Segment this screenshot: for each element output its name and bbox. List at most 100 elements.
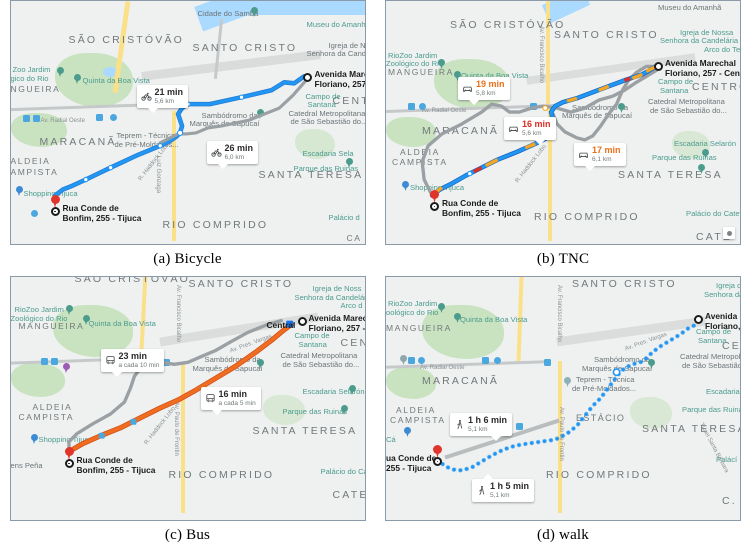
origin-pin[interactable]: [64, 447, 74, 460]
transit-icon: [419, 103, 426, 110]
route-info-bubble[interactable]: 16 min 5,6 km: [504, 117, 556, 145]
route-duration: 1 h 5 min: [490, 480, 530, 491]
park-quinta: [422, 305, 504, 359]
origin-marker[interactable]: [64, 459, 74, 468]
route-distance: 6,0 km: [224, 153, 245, 161]
bubble-tail: [146, 107, 159, 113]
map-canvas: SÃO CRISTÓVÃO SANTO CRISTO SANTA TERESA …: [10, 277, 365, 520]
park-area: [630, 397, 672, 429]
park-area: [386, 117, 436, 147]
route-info-bubble[interactable]: 1 h 6 min 5,1 km: [450, 413, 513, 441]
transit-icon: [482, 357, 489, 364]
route-duration: 23 min: [118, 350, 148, 361]
park-area: [10, 363, 65, 397]
transit-icon: [95, 114, 103, 121]
poi-marker-icon: [62, 363, 70, 373]
route-duration: 1 h 6 min: [468, 414, 508, 425]
car-icon: [578, 147, 589, 158]
route-info-bubble[interactable]: 21 min 5,6 km: [136, 85, 189, 113]
route-frequency: a cada 10 min: [118, 361, 160, 369]
panel-caption: (b) TNC: [536, 251, 590, 267]
route-info-bubble[interactable]: 26 min 6,0 km: [206, 141, 259, 169]
route-overlay: [65, 318, 294, 455]
route-frequency: a cada 5 min: [218, 399, 256, 407]
map-tnc[interactable]: SÃO CRISTÓVÃO SANTO CRISTO MARACANÃ SANT…: [385, 0, 741, 245]
origin-marker[interactable]: [433, 457, 442, 466]
map-walk[interactable]: SANTO CRISTO MARACANÃ SANTA TERESA RIO C…: [385, 276, 741, 521]
route-info-bubble[interactable]: 1 h 5 min 5,1 km: [472, 474, 535, 502]
destination-marker[interactable]: [297, 317, 307, 326]
origin-marker[interactable]: [430, 202, 439, 211]
bubble-tail: [533, 139, 546, 145]
car-icon: [462, 81, 473, 92]
route-overlay: [435, 322, 699, 473]
poi-marker-icon: [564, 377, 571, 387]
origin-pin[interactable]: [50, 195, 60, 208]
road-arterial: [171, 111, 176, 241]
park-area: [262, 395, 305, 425]
transit-icon: [22, 115, 30, 122]
poi-marker-icon: [348, 385, 356, 395]
bus-icon: [205, 391, 216, 402]
bubble-tail: [110, 371, 123, 377]
poi-marker-icon: [15, 186, 23, 196]
poi-marker-icon: [400, 355, 407, 365]
destination-marker[interactable]: [694, 315, 703, 324]
poi-marker-icon: [65, 305, 73, 315]
transit-icon: [50, 358, 58, 365]
map-bicycle[interactable]: SÃO CRISTÓVÃO SANTO CRISTO MARACANÃ SANT…: [9, 0, 366, 245]
route-duration: 19 min: [476, 78, 505, 89]
poi-marker-icon: [250, 7, 258, 17]
bubble-tail: [468, 99, 480, 105]
route-distance: 5,1 km: [468, 425, 488, 433]
origin-marker[interactable]: [50, 207, 60, 216]
route-info-bubble[interactable]: 17 min 6,1 km: [574, 143, 626, 171]
bicycle-icon: [210, 145, 222, 157]
route-duration: 26 min: [224, 142, 254, 153]
origin-pin[interactable]: [430, 190, 439, 203]
panel-caption: (c) Bus: [164, 527, 211, 543]
poi-marker-icon: [454, 71, 461, 81]
poi-marker-icon: [648, 359, 655, 369]
transit-icon: [109, 114, 117, 121]
transit-icon: [494, 357, 501, 364]
road-arterial: [548, 111, 552, 241]
route-duration: 17 min: [592, 144, 621, 155]
destination-marker[interactable]: [302, 73, 312, 82]
map-control-button[interactable]: [723, 227, 735, 239]
map-canvas: SANTO CRISTO MARACANÃ SANTA TERESA RIO C…: [386, 277, 740, 520]
route-info-bubble[interactable]: 23 min a cada 10 min: [100, 349, 165, 377]
poi-marker-icon: [82, 315, 90, 325]
poi-marker-icon: [618, 103, 625, 113]
transit-icon: [408, 357, 415, 364]
bubble-tail: [490, 435, 503, 441]
bubble-tail: [482, 474, 494, 480]
route-info-bubble[interactable]: 19 min 5,8 km: [458, 77, 510, 105]
route-info-bubble[interactable]: 16 min a cada 5 min: [200, 387, 261, 415]
route-overlay: [420, 64, 659, 198]
poi-marker-icon: [404, 427, 411, 437]
poi-marker-icon: [345, 158, 353, 168]
origin-pin[interactable]: [433, 445, 442, 458]
panel-tnc: SÃO CRISTÓVÃO SANTO CRISTO MARACANÃ SANT…: [375, 0, 751, 276]
poi-marker-icon: [454, 313, 461, 323]
map-bus[interactable]: SÃO CRISTÓVÃO SANTO CRISTO SANTA TERESA …: [9, 276, 366, 521]
route-distance: 5,6 km: [154, 97, 175, 105]
destination-marker[interactable]: [654, 62, 663, 71]
route-duration: 16 min: [522, 118, 551, 129]
bubble-tail: [210, 409, 223, 415]
route-overlay: [52, 74, 308, 198]
locate-icon: [726, 230, 732, 236]
road-arterial: [546, 1, 550, 111]
poi-marker-icon: [702, 149, 709, 159]
panel-bus: SÃO CRISTÓVÃO SANTO CRISTO SANTA TERESA …: [0, 276, 375, 551]
poi-marker-icon: [698, 164, 705, 174]
poi-marker-icon: [438, 303, 445, 313]
transit-icon: [516, 423, 523, 430]
bus-icon: [105, 353, 116, 364]
bubble-tail: [216, 163, 229, 169]
transit-icon: [418, 357, 425, 364]
walk-icon: [476, 483, 487, 495]
transit-icon: [40, 358, 48, 365]
